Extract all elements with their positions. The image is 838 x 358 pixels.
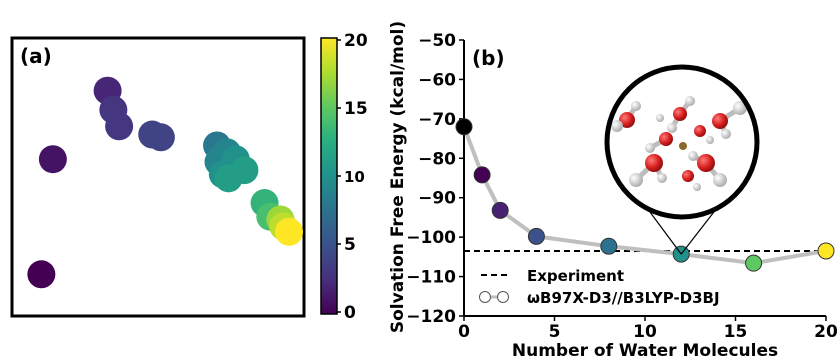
y-tick-label: −50 xyxy=(418,31,456,51)
panel-b: Solvation Free Energy (kcal/mol) Number … xyxy=(388,21,838,358)
panel-b-label: (b) xyxy=(472,46,505,70)
colorbar-ticks: 0 5 10 15 20 xyxy=(337,31,368,323)
x-tick-label: 0 xyxy=(458,322,470,342)
data-point xyxy=(527,227,545,245)
zoom-line xyxy=(646,207,682,255)
panel-b-series xyxy=(455,118,835,272)
y-tick-label: −90 xyxy=(418,189,456,209)
y-tick-label: −120 xyxy=(406,307,456,327)
scatter-point xyxy=(146,123,175,152)
data-point xyxy=(473,166,491,184)
legend-series-swatch-marker xyxy=(497,291,509,303)
panel-a-label: (a) xyxy=(20,44,52,68)
colorbar-tick-label: 15 xyxy=(344,99,368,119)
water-cluster-icon xyxy=(611,96,747,191)
colorbar-tick-label: 20 xyxy=(344,31,368,51)
data-point xyxy=(817,242,835,260)
colorbar-tick-label: 10 xyxy=(344,168,365,186)
x-tick-label: 10 xyxy=(633,322,657,342)
panel-a-frame xyxy=(10,36,306,318)
data-point xyxy=(600,237,618,255)
inset-zoom-lines xyxy=(646,207,718,255)
y-tick-label: −70 xyxy=(418,110,456,130)
y-tick-label: −100 xyxy=(406,228,456,248)
scatter-point xyxy=(214,164,243,193)
x-tick-label: 15 xyxy=(724,322,748,342)
colorbar-tick-label: 5 xyxy=(344,235,356,255)
scatter-point xyxy=(38,145,67,174)
panel-b-legend: Experiment ωB97X-D3//B3LYP-D3BJ xyxy=(479,267,720,307)
colorbar-tick-label: 0 xyxy=(344,303,356,323)
x-tick-label: 20 xyxy=(814,322,838,342)
x-tick-label: 5 xyxy=(549,322,561,342)
panel-b-xlabel: Number of Water Molecules xyxy=(512,341,778,358)
data-point xyxy=(491,201,509,219)
y-tick-label: −80 xyxy=(418,149,456,169)
inset-frame xyxy=(604,64,760,220)
panel-a: (a) 0 5 10 15 20 xyxy=(10,31,368,323)
legend-series-swatch-marker xyxy=(479,291,491,303)
scatter-point xyxy=(27,260,56,289)
zoom-line xyxy=(680,207,718,255)
panel-b-ylabel: Solvation Free Energy (kcal/mol) xyxy=(388,21,408,333)
scatter-point xyxy=(275,217,304,246)
data-point xyxy=(455,118,473,136)
legend-experiment-label: Experiment xyxy=(527,267,624,285)
data-point xyxy=(745,254,763,272)
panel-a-scatter xyxy=(27,76,304,289)
y-tick-label: −60 xyxy=(418,70,456,90)
scatter-point xyxy=(105,112,134,141)
colorbar xyxy=(320,37,338,315)
legend-series-label: ωB97X-D3//B3LYP-D3BJ xyxy=(527,289,720,307)
y-tick-label: −110 xyxy=(406,268,456,288)
